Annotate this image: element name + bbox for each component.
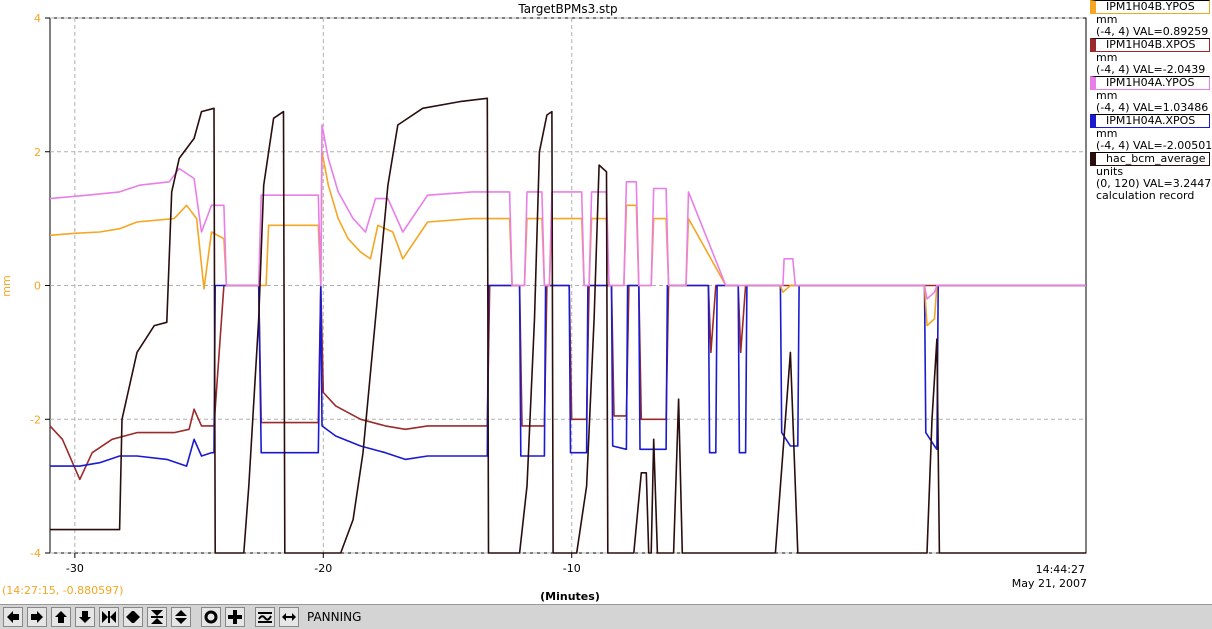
- legend-series-name: hac_bcm_average: [1090, 152, 1210, 166]
- arrow-left-icon: [7, 611, 19, 623]
- arrow-right-button[interactable]: [27, 607, 47, 627]
- legend-series-name: IPM1H04B.XPOS: [1090, 38, 1210, 52]
- legend-detail: mm: [1096, 13, 1118, 26]
- legend-entry[interactable]: hac_bcm_average units (0, 120) VAL=3.2447 c…: [1090, 152, 1212, 202]
- legend-detail: mm: [1096, 89, 1118, 102]
- legend-detail: (-4, 4) VAL=-2.00501: [1096, 139, 1212, 152]
- zoom-y-in-icon: [151, 610, 163, 624]
- cursor-readout: (14:27:15, -0.880597): [2, 584, 124, 597]
- legend-detail: (-4, 4) VAL=1.03486: [1096, 101, 1209, 114]
- series-line-IPM1H04A.XPOS: [50, 284, 1086, 467]
- crosshair-button[interactable]: [225, 607, 245, 627]
- toolbar: PANNING: [0, 604, 1212, 629]
- legend-series-name: IPM1H04B.YPOS: [1090, 0, 1210, 14]
- pan-button[interactable]: [279, 607, 299, 627]
- x-tick-label: -10: [563, 562, 581, 575]
- legend-detail: (0, 120) VAL=3.2447: [1096, 177, 1212, 190]
- arrow-left-button[interactable]: [3, 607, 23, 627]
- y-axis-label: mm: [0, 275, 13, 296]
- reset-button[interactable]: [201, 607, 221, 627]
- reset-icon: [204, 610, 218, 624]
- legend-detail: units: [1096, 165, 1124, 178]
- end-date: May 21, 2007: [1012, 577, 1087, 590]
- end-time: 14:44:27: [1036, 563, 1085, 576]
- legend-entry[interactable]: IPM1H04A.XPOS mm (-4, 4) VAL=-2.00501: [1090, 114, 1212, 152]
- legend-series-name: IPM1H04A.YPOS: [1090, 76, 1210, 90]
- legend-entry[interactable]: IPM1H04B.YPOS mm (-4, 4) VAL=0.89259: [1090, 0, 1212, 38]
- arrow-right-icon: [31, 611, 43, 623]
- zoom-x-in-icon: [102, 611, 116, 623]
- zoom-y-in-button[interactable]: [147, 607, 167, 627]
- legend-detail: mm: [1096, 51, 1118, 64]
- y-tick-label: 2: [34, 146, 41, 159]
- legend-detail: (-4, 4) VAL=-2.0439: [1096, 63, 1206, 76]
- legend: IPM1H04B.YPOS mm (-4, 4) VAL=0.89259 IPM1H0…: [1090, 0, 1212, 210]
- zoom-x-in-button[interactable]: [99, 607, 119, 627]
- autoscale-button[interactable]: [255, 607, 275, 627]
- legend-detail: calculation record: [1096, 189, 1195, 202]
- series-line-IPM1H04A.YPOS: [49, 124, 1086, 300]
- x-tick-label: -20: [314, 562, 332, 575]
- arrow-down-icon: [79, 611, 91, 623]
- legend-detail: (-4, 4) VAL=0.89259: [1096, 25, 1209, 38]
- arrow-down-button[interactable]: [75, 607, 95, 627]
- series-line-hac_bcm_average: [50, 97, 1086, 554]
- pan-icon: [282, 613, 296, 621]
- legend-series-name: IPM1H04A.XPOS: [1090, 114, 1210, 128]
- mode-label: PANNING: [307, 610, 362, 624]
- arrow-up-button[interactable]: [51, 607, 71, 627]
- zoom-y-out-icon: [175, 610, 187, 624]
- y-tick-label: -4: [30, 547, 41, 560]
- crosshair-icon: [228, 610, 242, 624]
- legend-entry[interactable]: IPM1H04A.YPOS mm (-4, 4) VAL=1.03486: [1090, 76, 1212, 114]
- legend-entry[interactable]: IPM1H04B.XPOS mm (-4, 4) VAL=-2.0439: [1090, 38, 1212, 76]
- y-tick-label: 4: [34, 12, 41, 25]
- x-tick-label: -30: [66, 562, 84, 575]
- legend-detail: mm: [1096, 127, 1118, 140]
- arrow-up-icon: [55, 611, 67, 623]
- autoscale-icon: [258, 612, 272, 623]
- zoom-x-out-icon: [126, 611, 140, 623]
- zoom-y-out-button[interactable]: [171, 607, 191, 627]
- zoom-x-out-button[interactable]: [123, 607, 143, 627]
- y-tick-label: 0: [34, 280, 41, 293]
- chart-title: TargetBPMs3.stp: [517, 2, 617, 16]
- series-layer: [49, 97, 1086, 554]
- x-axis-label: (Minutes): [540, 590, 600, 603]
- y-tick-label: -2: [30, 413, 41, 426]
